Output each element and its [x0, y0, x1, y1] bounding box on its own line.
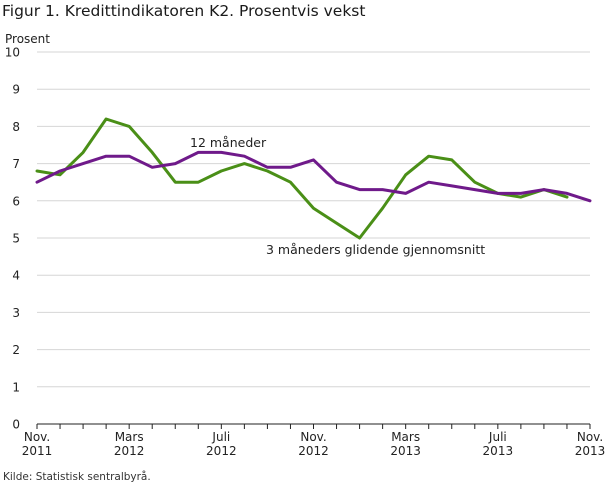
source-note: Kilde: Statistisk sentralbyrå.: [3, 471, 151, 483]
x-tick-label: Juli: [211, 430, 230, 444]
y-tick-label: 2: [12, 343, 20, 357]
y-tick-label: 9: [12, 83, 20, 97]
y-tick-label: 4: [12, 269, 20, 283]
y-tick-label: 0: [12, 418, 20, 432]
x-tick-label: Nov.: [24, 430, 50, 444]
x-tick-label: 2012: [298, 444, 329, 458]
x-tick-label: Juli: [488, 430, 507, 444]
series-annotation: 12 måneder: [190, 135, 267, 150]
axes: 012345678910ProsentNov.2011Mars2012Juli2…: [5, 32, 606, 458]
x-tick-label: Nov.: [300, 430, 326, 444]
x-tick-label: 2012: [114, 444, 145, 458]
series-lines: [35, 117, 592, 240]
chart-title: Figur 1. Kredittindikatoren K2. Prosentv…: [2, 2, 366, 20]
y-tick-label: 7: [12, 157, 20, 171]
y-tick-label: 1: [12, 380, 20, 394]
x-tick-label: 2012: [206, 444, 237, 458]
x-tick-label: 2013: [575, 444, 606, 458]
y-tick-label: 8: [12, 120, 20, 134]
x-tick-label: Mars: [391, 430, 420, 444]
chart-labels: 12 måneder 3 måneders glidende gjennomsni…: [190, 135, 485, 257]
series-line: [35, 117, 569, 240]
y-tick-label: 3: [12, 306, 20, 320]
x-tick-label: Nov.: [577, 430, 603, 444]
y-axis-label: Prosent: [5, 32, 50, 46]
line-chart: 012345678910ProsentNov.2011Mars2012Juli2…: [5, 32, 606, 458]
gridlines: [37, 51, 590, 388]
x-tick-label: 2013: [390, 444, 421, 458]
y-tick-label: 10: [5, 46, 20, 60]
series-line: [35, 150, 592, 203]
y-tick-label: 6: [12, 194, 20, 208]
y-tick-label: 5: [12, 232, 20, 246]
x-tick-label: 2013: [483, 444, 514, 458]
series-annotation: 3 måneders glidende gjennomsnitt: [266, 242, 485, 257]
x-tick-label: 2011: [22, 444, 53, 458]
x-tick-label: Mars: [115, 430, 144, 444]
